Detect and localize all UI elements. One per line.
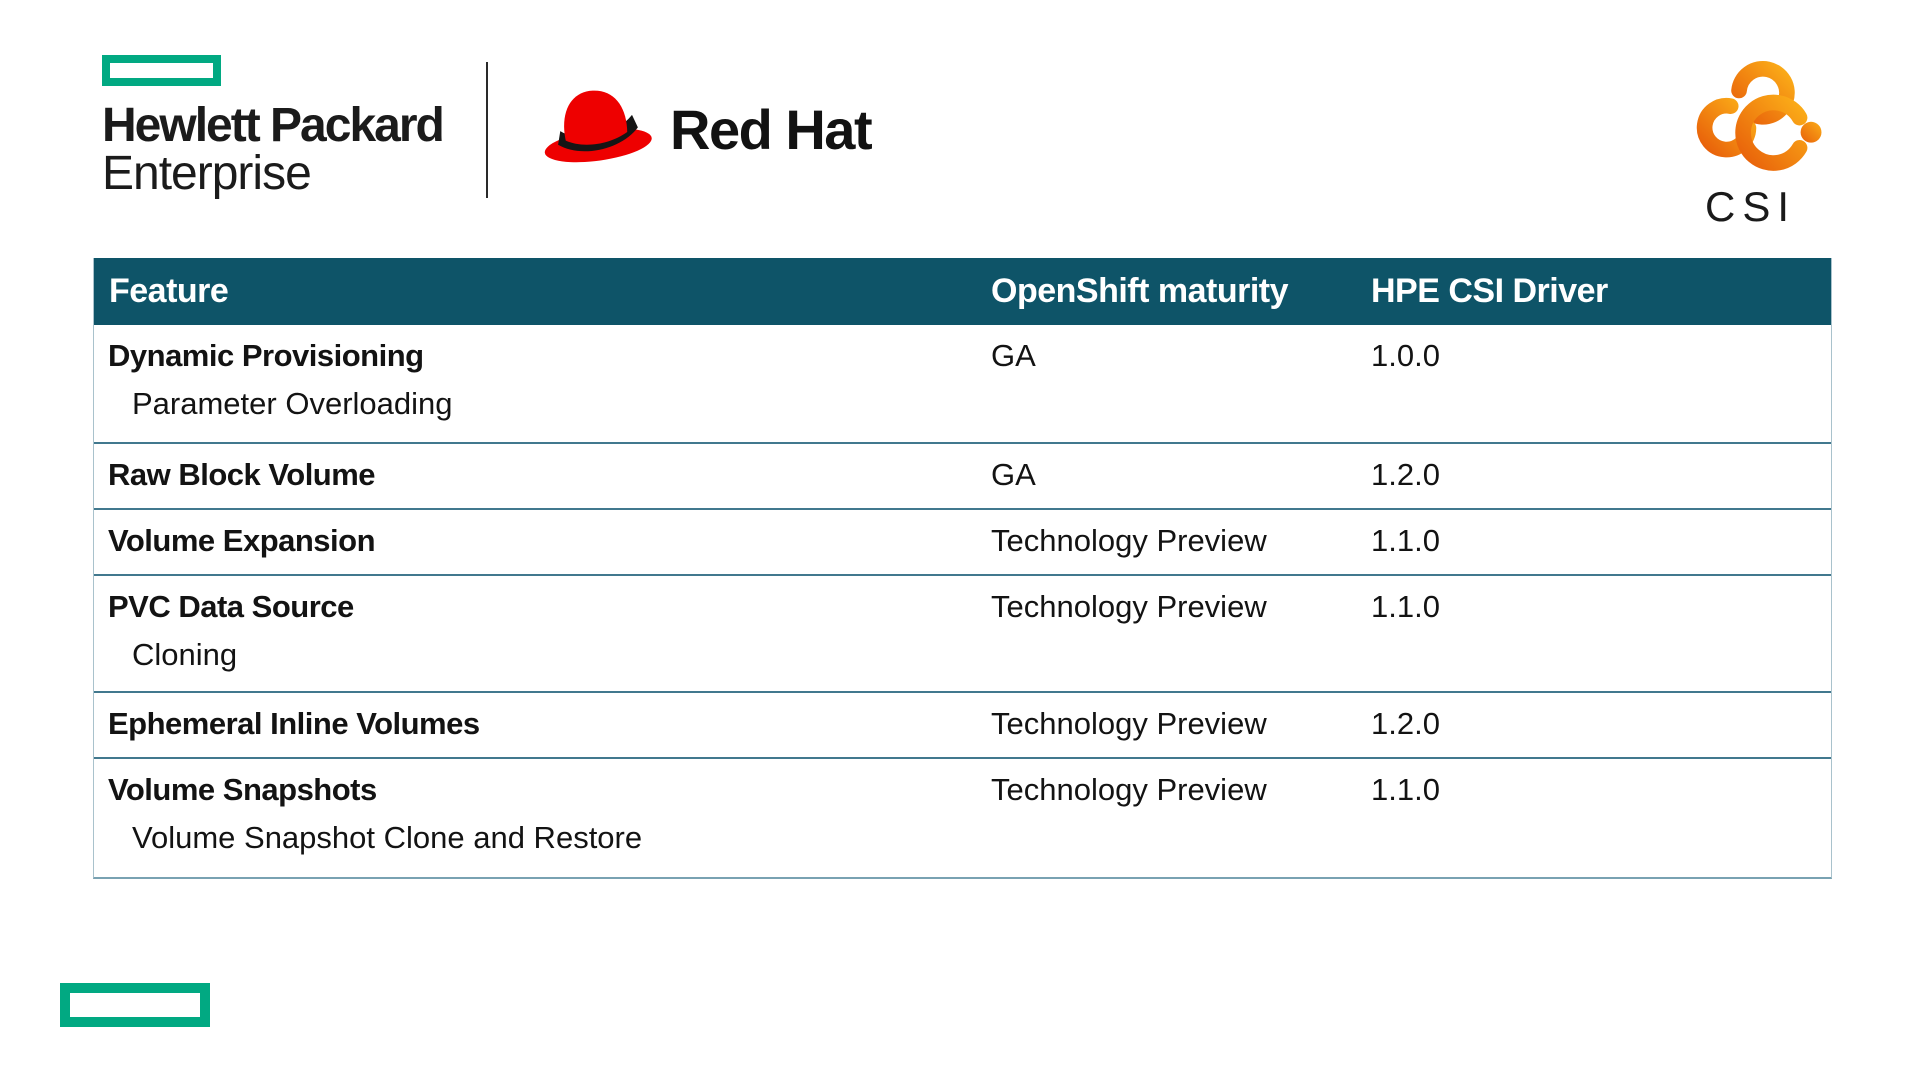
- feature-subitem: Volume Snapshot Clone and Restore: [132, 820, 643, 855]
- feature-subitem: Cloning: [132, 637, 238, 672]
- table-row: Dynamic Provisioning Parameter Overloadi…: [94, 325, 1831, 442]
- maturity-value: Technology Preview: [991, 772, 1267, 807]
- feature-cell: Ephemeral Inline Volumes: [94, 703, 991, 757]
- csi-knot-icon: [1696, 61, 1822, 171]
- feature-name: Volume Expansion: [108, 523, 376, 558]
- maturity-value: Technology Preview: [991, 589, 1267, 624]
- column-header-maturity: OpenShift maturity: [991, 272, 1289, 310]
- csi-wordmark: CSI: [1705, 183, 1797, 230]
- feature-name: Dynamic Provisioning: [108, 338, 424, 373]
- logo-divider: [486, 62, 488, 198]
- driver-version: 1.0.0: [1371, 338, 1440, 373]
- feature-cell: Dynamic Provisioning Parameter Overloadi…: [94, 335, 991, 442]
- maturity-value: Technology Preview: [991, 706, 1267, 741]
- table-header-row: Feature OpenShift maturity HPE CSI Drive…: [94, 258, 1831, 325]
- column-header-driver: HPE CSI Driver: [1371, 272, 1608, 310]
- maturity-value: GA: [991, 457, 1036, 492]
- feature-cell: Volume Expansion: [94, 520, 991, 574]
- maturity-value: GA: [991, 338, 1036, 373]
- feature-cell: Raw Block Volume: [94, 454, 991, 508]
- feature-cell: Volume Snapshots Volume Snapshot Clone a…: [94, 769, 991, 877]
- table-row: Ephemeral Inline Volumes Technology Prev…: [94, 691, 1831, 757]
- feature-subitem: Parameter Overloading: [132, 386, 453, 421]
- feature-name: Volume Snapshots: [108, 772, 377, 807]
- driver-version: 1.1.0: [1371, 772, 1440, 807]
- feature-name: Ephemeral Inline Volumes: [108, 706, 480, 741]
- table-row: Volume Snapshots Volume Snapshot Clone a…: [94, 757, 1831, 877]
- driver-version: 1.1.0: [1371, 523, 1440, 558]
- hpe-logo: Hewlett Packard Enterprise: [102, 55, 445, 200]
- column-header-feature: Feature: [109, 272, 229, 310]
- redhat-fedora-icon: [544, 90, 652, 163]
- redhat-wordmark: Red Hat: [670, 98, 873, 161]
- table-row: Raw Block Volume GA 1.2.0: [94, 442, 1831, 508]
- hpe-element-icon: [102, 55, 221, 86]
- table-row: Volume Expansion Technology Preview 1.1.…: [94, 508, 1831, 574]
- driver-version: 1.2.0: [1371, 706, 1440, 741]
- driver-version: 1.1.0: [1371, 589, 1440, 624]
- feature-name: Raw Block Volume: [108, 457, 376, 492]
- maturity-value: Technology Preview: [991, 523, 1267, 558]
- feature-table: Feature OpenShift maturity HPE CSI Drive…: [93, 258, 1832, 879]
- feature-cell: PVC Data Source Cloning: [94, 586, 991, 691]
- hpe-footer-element-icon: [60, 983, 210, 1027]
- hpe-logo-line2: Enterprise: [102, 147, 312, 200]
- table-row: PVC Data Source Cloning Technology Previ…: [94, 574, 1831, 691]
- feature-name: PVC Data Source: [108, 589, 354, 624]
- hpe-logo-line1: Hewlett Packard: [102, 99, 445, 152]
- driver-version: 1.2.0: [1371, 457, 1440, 492]
